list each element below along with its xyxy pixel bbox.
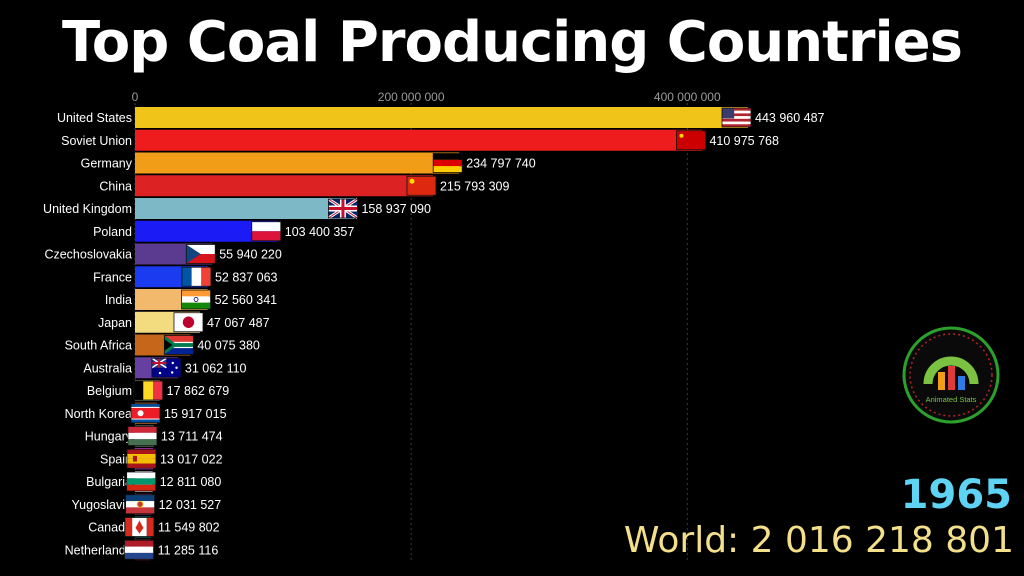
flag-poland-icon — [251, 221, 282, 242]
bar-row: Japan 47 067 487 — [98, 311, 270, 333]
flag-usa-icon — [721, 107, 752, 128]
bar — [135, 220, 278, 242]
bar-row: Australia 31 062 110 — [83, 357, 247, 379]
bar-row: Belgium 17 862 679 — [87, 380, 229, 401]
bar-row: North Korea 15 917 015 — [65, 402, 227, 424]
category-label: Hungary — [85, 430, 133, 444]
x-tick-label: 0 — [132, 90, 139, 104]
value-label: 13 017 022 — [160, 452, 223, 466]
value-label: 52 560 341 — [215, 293, 278, 307]
chart-title: Top Coal Producing Countries — [62, 10, 963, 75]
category-label: Yugoslavia — [72, 498, 133, 512]
bar-row: China 215 793 309 — [99, 175, 510, 197]
flag-china-icon — [406, 175, 437, 196]
flag-ussr-icon — [676, 130, 706, 151]
category-label: Belgium — [87, 384, 132, 398]
world-total-label: World: 2 016 218 801 — [623, 520, 1014, 561]
category-label: North Korea — [65, 407, 132, 421]
badge-text: Animated Stats — [926, 395, 977, 404]
value-label: 12 811 080 — [160, 475, 222, 489]
value-label: 47 067 487 — [207, 316, 270, 330]
bar — [135, 152, 460, 174]
bar-row: India 52 560 341 — [105, 289, 277, 310]
bar-row: Yugoslavia 12 031 527 — [72, 493, 222, 515]
bar-row: United Kingdom 158 937 090 — [43, 197, 431, 220]
flag-uk-icon — [327, 197, 359, 220]
bar — [135, 107, 748, 128]
category-label: India — [105, 293, 132, 307]
flag-south-africa-icon — [163, 335, 194, 355]
value-label: 158 937 090 — [361, 202, 431, 216]
bar-row: Czechoslovakia 55 940 220 — [44, 243, 282, 265]
bar — [135, 198, 355, 219]
category-label: Bulgaria — [86, 475, 132, 489]
value-label: 11 285 116 — [158, 543, 219, 557]
value-label: 103 400 357 — [285, 225, 355, 239]
x-tick-label: 200 000 000 — [378, 90, 445, 104]
flag-netherlands-icon — [124, 539, 154, 560]
value-label: 11 549 802 — [158, 521, 220, 535]
flag-japan-icon — [173, 312, 204, 333]
value-label: 215 793 309 — [440, 179, 510, 193]
category-label: Canada — [88, 521, 132, 535]
bar-row: Canada 11 549 802 — [88, 516, 220, 538]
category-label: Czechoslovakia — [44, 248, 132, 262]
category-label: Soviet Union — [61, 134, 132, 148]
bar-row: France 52 837 063 — [93, 266, 278, 288]
bar-row: Netherlands 11 285 116 — [65, 539, 219, 561]
bar-row: Poland 103 400 357 — [93, 220, 355, 242]
flag-canada-icon — [124, 517, 155, 537]
bar-row: Hungary 13 711 474 — [85, 425, 223, 447]
category-label: China — [99, 179, 132, 193]
category-label: France — [93, 270, 132, 284]
value-label: 15 917 015 — [164, 407, 227, 421]
bar-row: Germany 234 797 740 — [81, 152, 536, 174]
value-label: 55 940 220 — [219, 248, 282, 262]
category-label: Germany — [81, 157, 133, 171]
flag-spain-icon — [126, 448, 157, 469]
bar-row: Spain 13 017 022 — [100, 448, 223, 470]
animated-stats-logo-icon: Animated Stats — [902, 326, 1000, 424]
flag-india-icon — [181, 289, 211, 310]
bar-row: Soviet Union 410 975 768 — [61, 129, 779, 151]
value-label: 31 062 110 — [185, 361, 247, 375]
flag-yugoslavia-icon — [125, 494, 156, 515]
flag-hungary-icon — [127, 426, 158, 446]
value-label: 443 960 487 — [755, 111, 825, 125]
flag-australia-icon — [151, 357, 182, 378]
bar-row: South Africa 40 075 380 — [65, 334, 260, 356]
bar-row: Bulgaria 12 811 080 — [86, 471, 221, 492]
flag-france-icon — [181, 266, 212, 287]
category-label: United Kingdom — [43, 202, 132, 216]
value-label: 234 797 740 — [466, 157, 536, 171]
value-label: 52 837 063 — [215, 270, 278, 284]
x-tick-label: 400 000 000 — [654, 90, 721, 104]
value-label: 17 862 679 — [167, 384, 230, 398]
bar — [135, 175, 433, 197]
category-label: Poland — [93, 225, 132, 239]
flag-bulgaria-icon — [126, 471, 157, 492]
category-label: Japan — [98, 316, 132, 330]
category-label: United States — [57, 111, 132, 125]
flag-belgium-icon — [133, 380, 164, 401]
category-label: Spain — [100, 452, 132, 466]
category-label: Netherlands — [65, 543, 132, 557]
bar-row: United States 443 960 487 — [57, 107, 825, 128]
value-label: 40 075 380 — [197, 339, 260, 353]
category-label: Australia — [83, 361, 132, 375]
value-label: 410 975 768 — [709, 134, 779, 148]
category-label: South Africa — [65, 339, 132, 353]
value-label: 13 711 474 — [161, 430, 223, 444]
bar — [135, 129, 703, 151]
flag-czechoslovakia-icon — [185, 244, 216, 264]
flag-north-korea-icon — [130, 403, 161, 424]
flag-germany-icon — [432, 153, 463, 173]
year-label: 1965 — [900, 472, 1012, 518]
value-label: 12 031 527 — [159, 498, 222, 512]
